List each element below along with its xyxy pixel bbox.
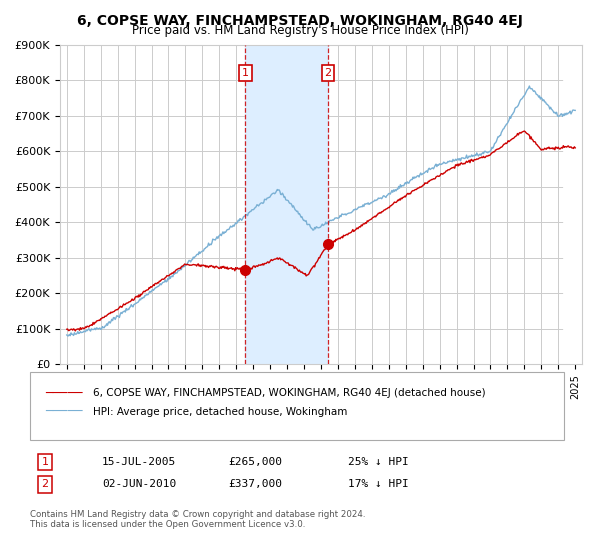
Text: 2: 2 — [325, 68, 332, 78]
Text: £337,000: £337,000 — [228, 479, 282, 489]
Text: 2: 2 — [41, 479, 49, 489]
Text: 02-JUN-2010: 02-JUN-2010 — [102, 479, 176, 489]
Bar — [245, 45, 328, 364]
Text: ─────: ───── — [45, 405, 83, 418]
Text: 1: 1 — [242, 68, 249, 78]
Text: 1: 1 — [41, 457, 49, 467]
Text: 6, COPSE WAY, FINCHAMPSTEAD, WOKINGHAM, RG40 4EJ (detached house): 6, COPSE WAY, FINCHAMPSTEAD, WOKINGHAM, … — [93, 388, 485, 398]
Bar — [563, 45, 582, 364]
Text: Price paid vs. HM Land Registry's House Price Index (HPI): Price paid vs. HM Land Registry's House … — [131, 24, 469, 37]
Text: 15-JUL-2005: 15-JUL-2005 — [102, 457, 176, 467]
Text: ─────: ───── — [45, 386, 83, 400]
Text: HPI: Average price, detached house, Wokingham: HPI: Average price, detached house, Woki… — [93, 407, 347, 417]
Text: 25% ↓ HPI: 25% ↓ HPI — [348, 457, 409, 467]
Text: 6, COPSE WAY, FINCHAMPSTEAD, WOKINGHAM, RG40 4EJ: 6, COPSE WAY, FINCHAMPSTEAD, WOKINGHAM, … — [77, 14, 523, 28]
Text: Contains HM Land Registry data © Crown copyright and database right 2024.
This d: Contains HM Land Registry data © Crown c… — [30, 510, 365, 529]
Text: £265,000: £265,000 — [228, 457, 282, 467]
Text: 17% ↓ HPI: 17% ↓ HPI — [348, 479, 409, 489]
